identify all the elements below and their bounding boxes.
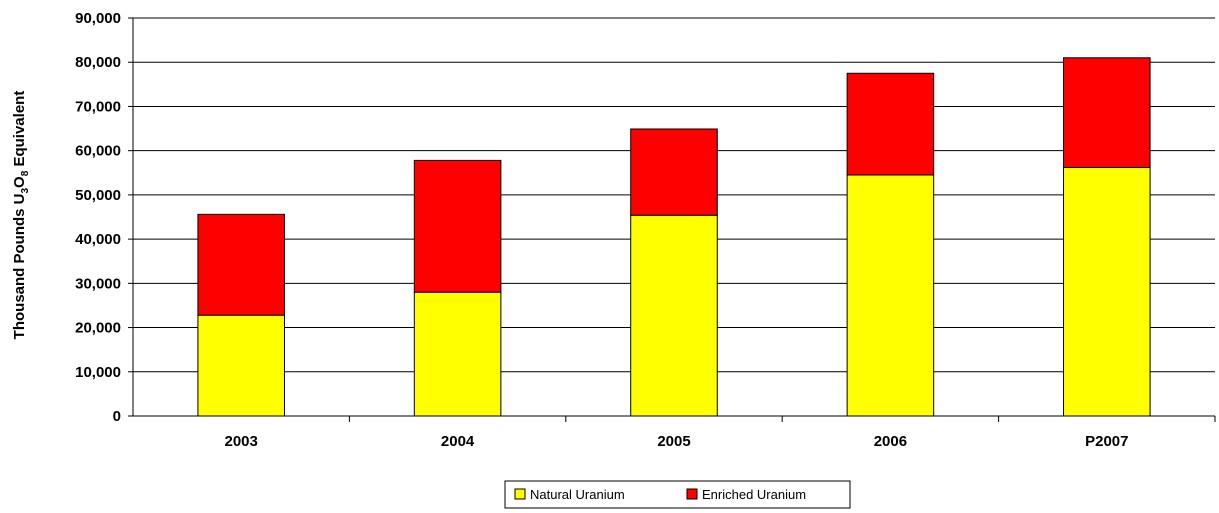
legend-label-natural-uranium: Natural Uranium <box>530 487 625 502</box>
y-axis-title-part: Thousand Pounds U <box>11 194 28 340</box>
y-tick-label: 30,000 <box>75 275 121 292</box>
x-tick-label: 2006 <box>874 433 907 450</box>
bar-enriched-uranium-2005 <box>630 128 718 216</box>
legend: Natural Uranium Enriched Uranium <box>504 480 851 509</box>
bar-natural-uranium-2004 <box>413 291 502 417</box>
y-tick-label: 70,000 <box>75 98 121 115</box>
bar-natural-uranium-p2007 <box>1063 166 1151 417</box>
y-tick-label: 80,000 <box>75 54 121 71</box>
y-axis-title-subscript: 8 <box>20 170 31 176</box>
legend-label-enriched-uranium: Enriched Uranium <box>702 487 806 502</box>
y-axis-title: Thousand Pounds U3O8 Equivalent <box>11 91 31 340</box>
y-tick-label: 40,000 <box>75 231 121 248</box>
bar-natural-uranium-2006 <box>846 174 935 417</box>
y-tick-label: 0 <box>113 408 121 425</box>
y-tick-label: 60,000 <box>75 143 121 160</box>
x-tick-label: P2007 <box>1085 433 1128 450</box>
bar-natural-uranium-2003 <box>197 314 285 417</box>
bar-enriched-uranium-2004 <box>413 159 502 293</box>
y-axis-title-part: O <box>11 176 28 188</box>
y-axis-title-subscript: 3 <box>20 188 31 194</box>
y-axis-ticks: 0 10,000 20,000 30,000 40,000 50,000 60,000 70,… <box>75 10 133 425</box>
y-tick-label: 20,000 <box>75 320 121 337</box>
bar-natural-uranium-2005 <box>630 214 718 417</box>
x-axis-labels: 2003 2004 2005 2006 P2007 <box>225 433 1129 450</box>
bar-enriched-uranium-2006 <box>846 72 935 176</box>
y-tick-label: 50,000 <box>75 187 121 204</box>
axes <box>132 18 1216 422</box>
legend-swatch-enriched-uranium <box>686 488 698 500</box>
x-tick-label: 2003 <box>225 433 258 450</box>
y-tick-label: 10,000 <box>75 364 121 381</box>
bar-enriched-uranium-p2007 <box>1063 57 1151 168</box>
x-tick-label: 2005 <box>657 433 690 450</box>
legend-frame <box>504 480 851 509</box>
x-tick-label: 2004 <box>441 433 475 450</box>
bar-enriched-uranium-2003 <box>197 213 285 316</box>
y-tick-label: 90,000 <box>75 10 121 27</box>
legend-swatch-natural-uranium <box>514 488 526 500</box>
bars <box>197 57 1151 417</box>
y-axis-title-part: Equivalent <box>11 91 28 171</box>
